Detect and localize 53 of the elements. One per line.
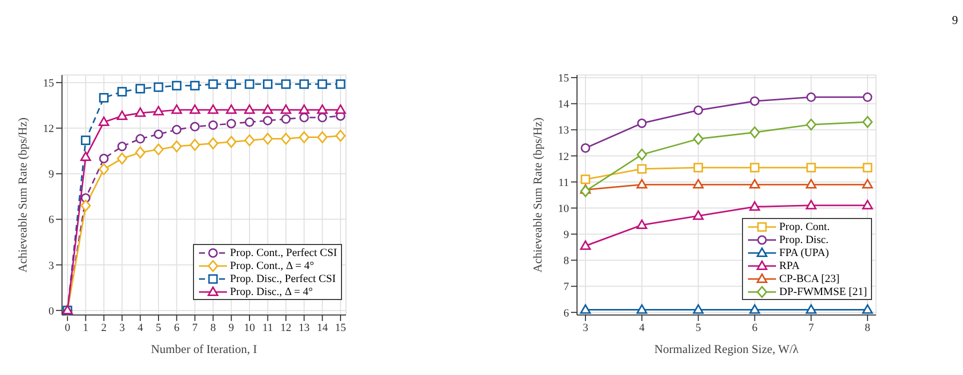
x-axis-title: Number of Iteration, I xyxy=(151,342,257,356)
y-tick-label: 6 xyxy=(48,214,54,226)
y-tick-label: 12 xyxy=(558,150,569,163)
x-tick-label: 6 xyxy=(752,322,758,334)
y-tick-label: 15 xyxy=(43,78,54,90)
y-tick-label: 6 xyxy=(564,307,570,320)
y-tick-label: 15 xyxy=(558,72,570,85)
x-tick-label: 4 xyxy=(138,322,144,334)
x-tick-label: 10 xyxy=(244,322,256,334)
x-tick-label: 2 xyxy=(101,322,107,334)
legend-label: Prop. Cont., Δ = 4° xyxy=(230,260,314,272)
legend-label: DP-FWMMSE [21] xyxy=(779,286,867,298)
x-tick-label: 5 xyxy=(696,322,702,334)
x-tick-label: 7 xyxy=(192,322,198,334)
legend-label: Prop. Cont. xyxy=(779,220,830,232)
x-tick-label: 4 xyxy=(639,322,646,334)
x-tick-label: 3 xyxy=(119,322,126,334)
y-axis-title: Achieveable Sum Rate (bps/Hz) xyxy=(530,118,544,272)
x-tick-label: 11 xyxy=(262,322,274,334)
x-tick-label: 9 xyxy=(228,322,235,334)
x-tick-label: 14 xyxy=(316,322,328,334)
y-tick-label: 9 xyxy=(564,229,570,242)
y-tick-label: 8 xyxy=(564,255,570,268)
x-tick-label: 15 xyxy=(335,322,347,334)
x-tick-label: 0 xyxy=(64,322,71,334)
x-tick-label: 13 xyxy=(298,322,310,334)
legend-label: Prop. Disc. xyxy=(779,234,828,246)
x-tick-label: 6 xyxy=(174,322,180,334)
y-tick-label: 7 xyxy=(564,281,570,294)
x-tick-label: 5 xyxy=(156,322,162,334)
legend-label: Prop. Cont., Perfect CSI xyxy=(230,246,337,258)
legend-label: Prop. Disc., Perfect CSI xyxy=(230,272,336,284)
x-tick-label: 1 xyxy=(82,322,88,334)
x-tick-label: 8 xyxy=(210,322,216,334)
y-tick-label: 3 xyxy=(48,260,54,272)
y-tick-label: 11 xyxy=(558,176,569,189)
x-tick-label: 3 xyxy=(582,322,589,334)
legend-label: RPA xyxy=(779,260,800,272)
y-tick-label: 10 xyxy=(558,202,570,215)
y-tick-label: 0 xyxy=(48,305,54,318)
legend-label: CP-BCA [23] xyxy=(779,272,840,284)
y-tick-label: 14 xyxy=(558,98,570,111)
y-tick-label: 9 xyxy=(48,168,54,181)
x-axis-title: Normalized Region Size, W/λ xyxy=(654,342,799,356)
y-tick-label: 12 xyxy=(43,123,54,136)
x-tick-label: 8 xyxy=(864,322,871,334)
text: 9 xyxy=(952,13,958,28)
legend-label: Prop. Disc., Δ = 4° xyxy=(230,286,313,298)
y-axis-title: Achieveable Sum Rate (bps/Hz) xyxy=(15,118,30,272)
x-tick-label: 7 xyxy=(808,322,814,334)
legend-label: FPA (UPA) xyxy=(779,246,829,258)
y-tick-label: 13 xyxy=(558,124,570,137)
x-tick-label: 12 xyxy=(280,322,292,334)
